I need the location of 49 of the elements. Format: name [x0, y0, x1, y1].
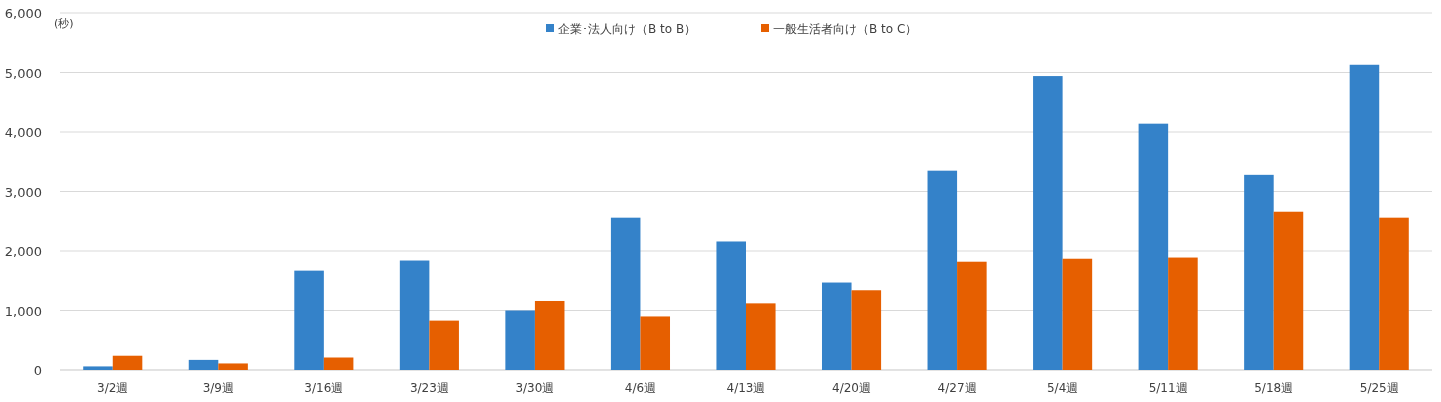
x-tick-label: 3/2週	[97, 381, 129, 395]
bar	[1062, 258, 1093, 370]
bar	[957, 261, 987, 370]
x-tick-label: 3/23週	[409, 381, 449, 395]
legend-label: 一般生活者向け（B to C）	[773, 22, 918, 36]
bar	[188, 359, 219, 370]
x-tick-label: 4/20週	[832, 381, 872, 395]
bar	[429, 320, 459, 370]
bar	[1379, 217, 1409, 370]
x-tick-label: 5/4週	[1046, 381, 1079, 395]
bar	[505, 310, 535, 370]
y-tick-label: 5,000	[4, 65, 42, 81]
bar	[716, 241, 746, 370]
y-tick-label: 4,000	[4, 125, 42, 140]
bar	[640, 316, 671, 370]
bar	[1033, 76, 1063, 370]
bar	[1273, 211, 1304, 370]
bar	[1138, 123, 1169, 370]
x-tick-label: 3/16週	[304, 381, 344, 395]
y-tick-label: 0	[33, 363, 42, 378]
bar	[1168, 257, 1198, 370]
x-tick-label: 4/6週	[624, 381, 657, 395]
y-tick-label: 1,000	[4, 303, 42, 319]
y-tick-label: 6,000	[4, 6, 42, 21]
x-tick-label: 3/30週	[515, 381, 555, 395]
bar	[323, 357, 354, 370]
bar	[1349, 64, 1380, 370]
x-tick-label: 5/11週	[1148, 381, 1188, 395]
bar	[927, 170, 958, 370]
x-tick-label: 5/25週	[1359, 381, 1399, 395]
legend-label: 企業･法人向け（B to B）	[558, 22, 697, 36]
bar	[851, 290, 882, 370]
y-tick-label: 2,000	[4, 244, 42, 259]
bar	[610, 217, 641, 370]
x-tick-label: 4/27週	[937, 381, 977, 395]
x-tick-label: 3/9週	[202, 381, 234, 395]
bar	[294, 270, 324, 370]
bar	[534, 300, 565, 370]
bar	[399, 260, 430, 370]
bar	[83, 366, 113, 370]
bar	[1244, 174, 1274, 370]
bar	[218, 363, 248, 370]
y-axis-title: (秒)	[54, 17, 74, 30]
y-tick-label: 3,000	[4, 184, 42, 200]
x-tick-label: 4/13週	[726, 381, 766, 395]
x-tick-label: 5/18週	[1254, 381, 1294, 395]
bar	[821, 282, 852, 370]
bar	[746, 303, 776, 370]
bar	[112, 355, 143, 370]
